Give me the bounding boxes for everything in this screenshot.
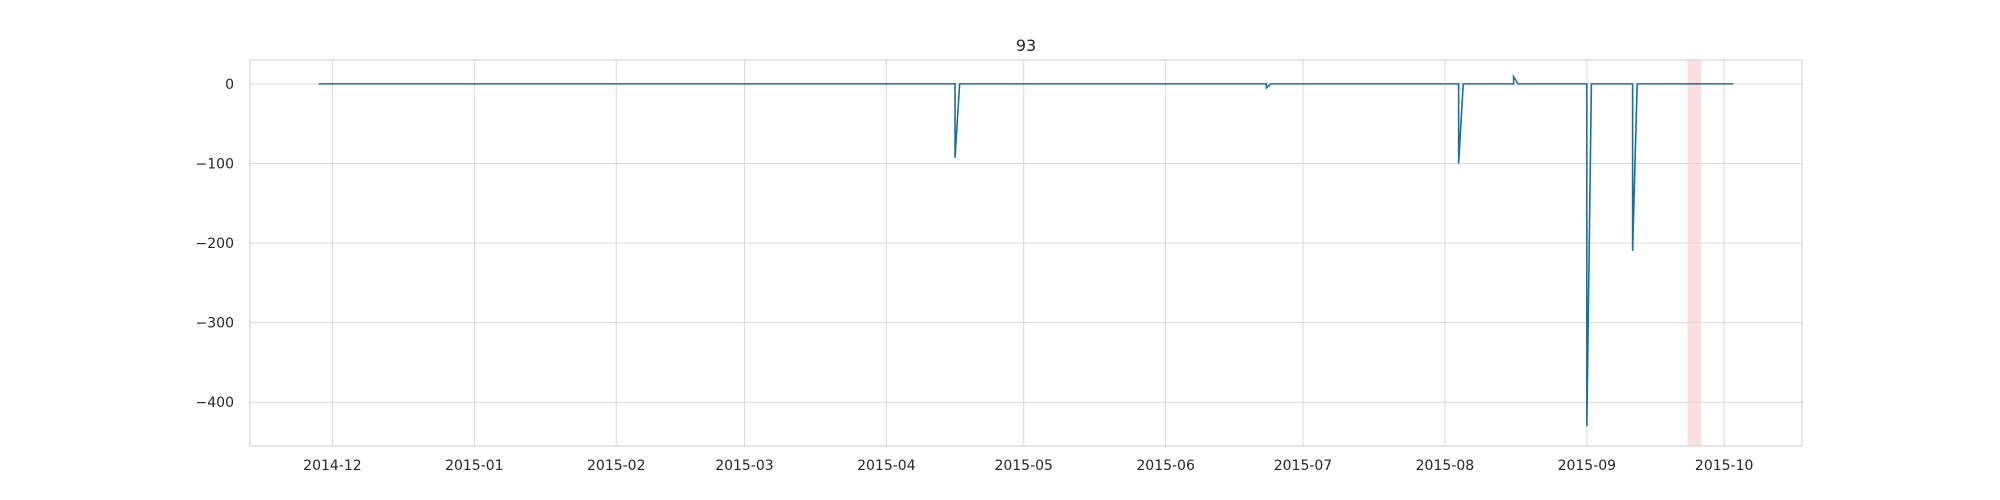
x-tick-label: 2015-08 (1416, 458, 1475, 474)
tick-layer: 2014-12 2015-01 2015-02 2015-03 2015-04 2015-… (196, 77, 1754, 474)
y-tick-label: −200 (196, 236, 234, 252)
y-tick-label: −400 (196, 395, 234, 411)
highlight-span (1687, 60, 1702, 446)
x-tick-label: 2015-03 (715, 458, 774, 474)
grid-layer (250, 60, 1802, 446)
highlight-layer (1687, 60, 1702, 446)
x-tick-label: 2015-07 (1274, 458, 1333, 474)
x-tick-label: 2015-06 (1136, 458, 1195, 474)
x-tick-label: 2015-01 (445, 458, 504, 474)
x-tick-label: 2015-05 (994, 458, 1053, 474)
x-tick-label: 2015-04 (857, 458, 916, 474)
y-tick-label: −300 (196, 316, 234, 332)
y-tick-label: 0 (225, 77, 234, 93)
plot-frame (249, 59, 1803, 447)
series-layer (318, 73, 1734, 427)
x-tick-label: 2015-09 (1558, 458, 1617, 474)
x-tick-label: 2015-02 (587, 458, 646, 474)
series-line (318, 73, 1734, 427)
y-tick-label: −100 (196, 156, 234, 172)
x-tick-label: 2015-10 (1695, 458, 1754, 474)
x-tick-label: 2014-12 (303, 458, 362, 474)
chart-title: 93 (1016, 36, 1036, 55)
